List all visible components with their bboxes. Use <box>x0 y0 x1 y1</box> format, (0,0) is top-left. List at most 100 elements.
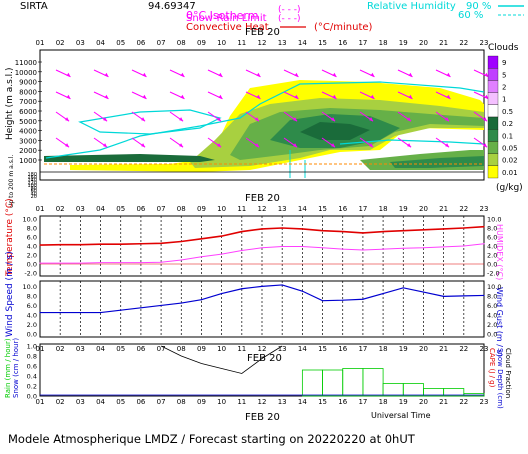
wind-arrowhead-3-0 <box>65 143 70 148</box>
top-hour-axis: 01 02 03 04 05 06 07 08 09 10 11 12 13 14 15 16 17 18 19 20… <box>36 39 489 47</box>
hour-label-precip-17: 17 <box>358 345 367 353</box>
point-humidex-08 <box>180 259 182 261</box>
hour-label-mid-16: 16 <box>338 205 347 213</box>
wind-arrowhead-3-7 <box>331 143 336 148</box>
point-temperature-03 <box>79 244 81 246</box>
mid-hour-axis: 01 02 03 04 05 06 07 08 09 10 11 12 13 14 15 16 17 18 19 20… <box>36 205 489 213</box>
hour-label-top-19: 19 <box>399 39 408 47</box>
hour-label-precip-20: 20 <box>419 345 428 353</box>
hour-label-precip-19: 19 <box>399 345 408 353</box>
cloud-ylabel-low: Up to 200 m a.s.l. <box>8 155 15 208</box>
hour-label-top-04: 04 <box>96 39 105 47</box>
hour-label-precip-11: 11 <box>237 345 246 353</box>
cloud-ytick-4000: 4000 <box>19 128 37 136</box>
hour-label-top-18: 18 <box>379 39 388 47</box>
wind-arrowhead-0-3 <box>180 72 185 77</box>
point-windspeed-17 <box>362 298 364 300</box>
cloud-legend-swatch-1 <box>487 92 499 105</box>
point-windspeed-18 <box>382 292 384 295</box>
wind-arrowhead-3-10 <box>445 143 450 148</box>
cloud-ytick-low-140: 140 <box>27 178 37 184</box>
hour-label-bottom-14: 14 <box>298 398 307 406</box>
point-temperature-16 <box>342 231 344 233</box>
hour-label-bottom-21: 21 <box>439 398 448 406</box>
temp-ytick-8: 8.0 <box>27 225 37 233</box>
station-name: SIRTA <box>20 1 48 12</box>
wind-arrowhead-0-5 <box>256 72 261 77</box>
cloud-legend-value-0.5: 0.5 <box>502 108 513 116</box>
wind-arrowhead-2-8 <box>369 117 374 122</box>
wind-arrowhead-2-1 <box>103 117 108 122</box>
hour-label-mid-12: 12 <box>258 205 267 213</box>
hour-label-bottom-20: 20 <box>419 398 428 406</box>
hour-label-bottom-19: 19 <box>399 398 408 406</box>
point-windspeed-12 <box>261 285 263 287</box>
point-windspeed-20 <box>422 291 425 293</box>
wind-ytick-8: 8.0 <box>27 292 37 300</box>
wind-arrowhead-0-10 <box>446 72 451 77</box>
hour-label-top-12: 12 <box>258 39 267 47</box>
hour-label-mid-08: 08 <box>177 205 186 213</box>
cloud-low-band <box>44 154 215 162</box>
humidex-ytick-6: 6.0 <box>487 234 497 242</box>
point-humidex-05 <box>120 262 122 264</box>
cloud-ytick-10000: 10000 <box>15 69 37 77</box>
hour-label-bottom-07: 07 <box>157 398 166 406</box>
footer-title: Modele Atmospherique LMDZ / Forecast sta… <box>8 432 416 446</box>
point-temperature-15 <box>321 230 324 232</box>
wind-ytick-6: 6.0 <box>27 302 37 310</box>
hour-label-mid-21: 21 <box>439 205 448 213</box>
hour-label-top-07: 07 <box>157 39 166 47</box>
temp-ytick--2: -2.0 <box>24 270 37 278</box>
point-temperature-13 <box>281 227 283 229</box>
wind-arrowhead-0-4 <box>218 72 223 77</box>
hour-label-mid-05: 05 <box>116 205 125 213</box>
point-temperature-02 <box>59 244 61 246</box>
hour-label-mid-23: 23 <box>480 205 489 213</box>
hour-label-bottom-18: 18 <box>379 398 388 406</box>
point-humidex-12 <box>261 247 263 249</box>
point-temperature-23 <box>483 226 485 228</box>
wind-arrowhead-0-2 <box>142 72 147 77</box>
wind-ylabel: Wind Speed (m / s) <box>5 251 15 337</box>
wind-arrowhead-3-2 <box>141 143 146 148</box>
hour-label-mid-07: 07 <box>157 205 166 213</box>
point-windspeed-21 <box>443 295 445 297</box>
point-temperature-18 <box>382 231 384 233</box>
xlabel-ut: Universal Time <box>371 411 431 420</box>
rh-contour-1 <box>45 81 485 159</box>
wind-ytick-2: 2.0 <box>27 321 37 329</box>
point-humidex-03 <box>79 262 81 264</box>
wind-arrowhead-2-11 <box>483 117 488 122</box>
cloud-ytick-low-20: 20 <box>31 194 37 200</box>
cloud-ytick-2000: 2000 <box>19 147 37 155</box>
cloud-legend-swatch-9 <box>487 55 499 69</box>
cloud-ytick-1000: 1000 <box>19 157 37 165</box>
point-humidex-19 <box>402 247 404 249</box>
cape-ylabel: CAPE (J / g) <box>488 348 496 388</box>
hour-label-mid-02: 02 <box>56 205 65 213</box>
wind-arrowhead-2-7 <box>331 117 336 122</box>
hour-label-top-14: 14 <box>298 39 307 47</box>
point-temperature-19 <box>402 230 404 232</box>
legend-rh-60: 60 % <box>458 10 483 21</box>
cloud-ytick-low-100: 100 <box>27 183 37 189</box>
wind-arrowhead-3-8 <box>369 143 374 148</box>
hour-label-precip-07: 07 <box>157 345 166 353</box>
hour-label-top-15: 15 <box>318 39 327 47</box>
cloud-ytick-7000: 7000 <box>19 98 37 106</box>
cloud-ytick-11000: 11000 <box>15 59 37 67</box>
hour-label-mid-10: 10 <box>217 205 226 213</box>
hour-label-precip-09: 09 <box>197 345 206 353</box>
point-humidex-04 <box>99 262 102 264</box>
point-humidex-09 <box>200 256 203 258</box>
point-windspeed-16 <box>342 299 344 301</box>
wind-arrowhead-1-2 <box>142 94 147 99</box>
cloud-legend-swatch-2 <box>487 80 499 93</box>
hour-label-mid-17: 17 <box>358 205 367 213</box>
hour-label-precip-03: 03 <box>76 345 85 353</box>
wind-arrowhead-0-9 <box>408 72 413 77</box>
point-humidex-10 <box>221 253 223 255</box>
